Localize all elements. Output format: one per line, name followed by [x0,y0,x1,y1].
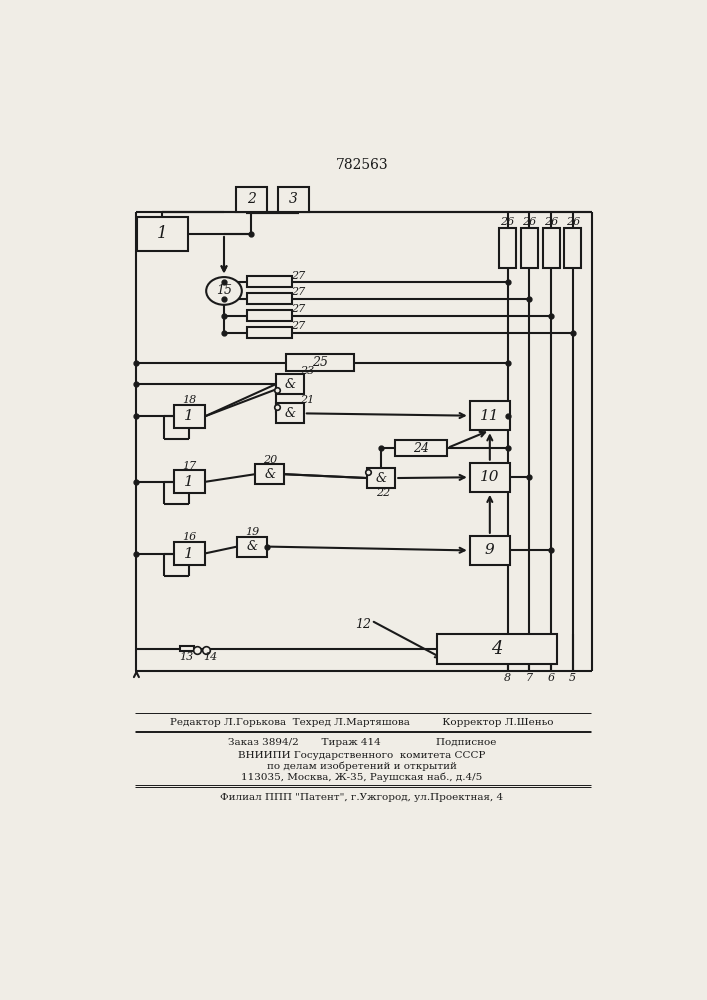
Text: 1: 1 [185,475,194,489]
Text: 1: 1 [185,409,194,423]
Bar [137,217,187,251]
Text: &: & [264,468,275,481]
Text: 17: 17 [182,461,197,471]
Bar [469,463,510,492]
Bar [437,634,557,664]
Bar [279,187,309,212]
Text: Редактор Л.Горькова  Техред Л.Мартяшова          Корректор Л.Шеньо: Редактор Л.Горькова Техред Л.Мартяшова К… [170,718,554,727]
Bar [521,228,538,268]
Text: 1: 1 [185,547,194,561]
Bar [276,374,304,394]
Text: Филиал ППП "Патент", г.Ужгород, ул.Проектная, 4: Филиал ППП "Патент", г.Ужгород, ул.Проек… [221,793,503,802]
Text: по делам изобретений и открытий: по делам изобретений и открытий [267,761,457,771]
Text: 7: 7 [526,673,533,683]
Text: 15: 15 [216,284,232,297]
Text: 26: 26 [566,217,580,227]
Text: 21: 21 [300,395,314,405]
Text: 26: 26 [501,217,515,227]
Text: 13: 13 [179,652,193,662]
Text: 19: 19 [245,527,259,537]
Bar [180,646,194,651]
Bar [174,542,204,565]
Bar [237,537,267,557]
Bar [174,470,204,493]
Text: 6: 6 [547,673,554,683]
Text: 1: 1 [157,225,168,242]
Bar [276,403,304,423]
Text: 18: 18 [182,395,197,405]
Bar [499,228,516,268]
Bar [395,440,448,456]
Text: Заказ 3894/2       Тираж 414                 Подписное: Заказ 3894/2 Тираж 414 Подписное [228,738,496,747]
Text: 27: 27 [291,321,305,331]
Bar [255,464,284,484]
Text: 11: 11 [480,409,500,423]
Bar [368,468,395,488]
Bar [235,187,267,212]
Bar [564,228,581,268]
Text: 24: 24 [413,442,429,455]
Text: 9: 9 [485,543,495,557]
Text: &: & [284,407,296,420]
Text: 22: 22 [375,488,390,498]
Text: ВНИИПИ Государственного  комитета СССР: ВНИИПИ Государственного комитета СССР [238,751,486,760]
Text: 8: 8 [504,673,511,683]
Text: 2: 2 [247,192,255,206]
Text: 26: 26 [544,217,558,227]
Bar [542,228,559,268]
Text: 5: 5 [569,673,576,683]
Text: &: & [246,540,257,553]
Text: 16: 16 [182,532,197,542]
Text: &: & [375,472,387,485]
Bar [247,310,292,321]
Text: 20: 20 [262,455,277,465]
Bar [247,293,292,304]
Text: 782563: 782563 [336,158,388,172]
Text: 25: 25 [312,356,328,369]
Text: 12: 12 [356,618,371,631]
Text: 14: 14 [204,652,218,662]
Bar [247,276,292,287]
Text: &: & [284,378,296,391]
Text: 3: 3 [289,192,298,206]
Text: 27: 27 [291,271,305,281]
Ellipse shape [206,277,242,305]
Text: 113035, Москва, Ж-35, Раушская наб., д.4/5: 113035, Москва, Ж-35, Раушская наб., д.4… [241,772,483,782]
Text: 23: 23 [300,366,314,376]
Bar [174,405,204,428]
Text: 27: 27 [291,287,305,297]
Bar [247,327,292,338]
Text: 27: 27 [291,304,305,314]
Text: 10: 10 [480,470,500,484]
Bar [469,401,510,430]
Text: 26: 26 [522,217,537,227]
Bar [286,354,354,371]
Text: 4: 4 [491,640,503,658]
Bar [469,536,510,565]
